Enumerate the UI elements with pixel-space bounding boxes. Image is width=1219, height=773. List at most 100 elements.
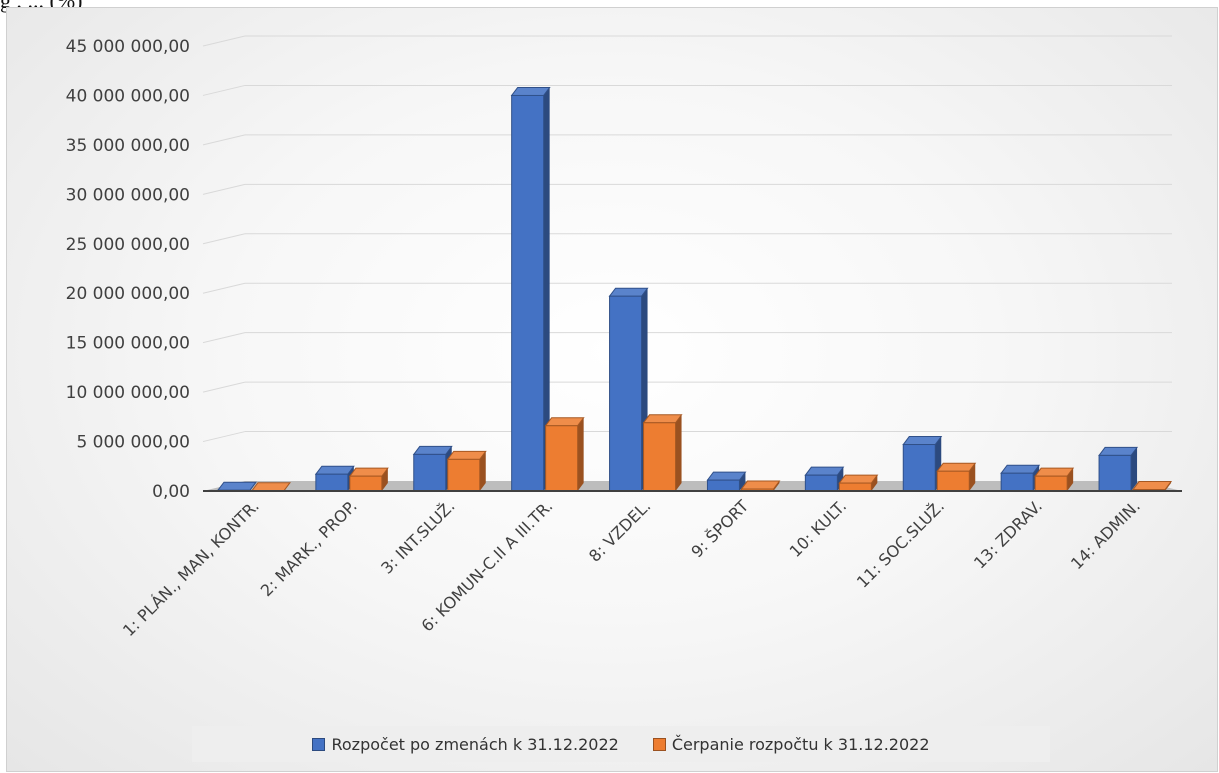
x-tick-label: 11: SOC.SLUŽ. bbox=[853, 496, 948, 591]
bar-cerpanie-1 bbox=[348, 467, 389, 492]
bar-cerpanie-8 bbox=[1034, 467, 1075, 492]
legend-swatch-rozpocet bbox=[312, 737, 326, 751]
bar-top bbox=[314, 465, 355, 475]
bar-cerpanie-3 bbox=[544, 417, 585, 492]
bar-front bbox=[706, 479, 740, 492]
y-tick-label: 40 000 000,00 bbox=[66, 86, 190, 106]
bar-top bbox=[1000, 464, 1041, 474]
bar-front bbox=[349, 475, 383, 492]
bar-front bbox=[413, 453, 447, 492]
bar-front bbox=[511, 94, 545, 492]
bar-side bbox=[871, 475, 878, 491]
bar-rozpocet-9 bbox=[1098, 446, 1139, 492]
legend-label-rozpocet: Rozpočet po zmenách k 31.12.2022 bbox=[331, 734, 619, 754]
bar-side bbox=[969, 463, 976, 491]
bar-rozpocet-5 bbox=[706, 471, 747, 492]
bar-side bbox=[543, 87, 550, 491]
bar-front bbox=[1034, 475, 1068, 492]
bar-top bbox=[902, 436, 943, 446]
legend-label-cerpanie: Čerpanie rozpočtu k 31.12.2022 bbox=[671, 734, 930, 754]
bar-side bbox=[739, 472, 746, 491]
bar-cerpanie-0 bbox=[250, 482, 291, 492]
y-tick-label: 10 000 000,00 bbox=[66, 383, 190, 403]
bar-front bbox=[902, 444, 936, 492]
chart-area: 0,00 5 000 000,00 10 000 000,00 15 000 000,… bbox=[6, 7, 1218, 772]
x-tick-label: 10: KULT. bbox=[786, 496, 851, 561]
bar-top bbox=[446, 450, 487, 460]
bar-cerpanie-6 bbox=[838, 474, 879, 492]
bar-front bbox=[643, 422, 677, 492]
x-tick-label: 8: VZDEL. bbox=[585, 496, 654, 565]
gridline-diag bbox=[202, 282, 246, 294]
bar-top bbox=[1098, 446, 1139, 456]
bar-cerpanie-7 bbox=[936, 462, 977, 492]
gridline-diag bbox=[202, 84, 246, 96]
y-tick-label: 20 000 000,00 bbox=[66, 284, 190, 304]
bar-cerpanie-2 bbox=[446, 450, 487, 492]
bar-front bbox=[609, 295, 643, 492]
gridline-diag bbox=[202, 134, 246, 146]
bar-side bbox=[479, 451, 486, 491]
bar-front bbox=[447, 458, 481, 492]
bar-rozpocet-0 bbox=[216, 481, 257, 492]
bar-top bbox=[642, 414, 683, 424]
bar-top bbox=[348, 467, 389, 477]
bar-top bbox=[740, 480, 781, 490]
bar-chart: 0,00 5 000 000,00 10 000 000,00 15 000 000,… bbox=[66, 35, 1182, 640]
bar-rozpocet-4 bbox=[608, 287, 649, 492]
bar-front bbox=[545, 425, 579, 492]
legend-item-rozpocet: Rozpočet po zmenách k 31.12.2022 bbox=[312, 734, 619, 754]
bar-front bbox=[1000, 472, 1034, 492]
gridline-diag bbox=[202, 183, 246, 195]
bar-top bbox=[250, 482, 291, 492]
bar-top bbox=[510, 86, 551, 96]
gridline-diag bbox=[202, 35, 246, 47]
x-tick-label: 9: ŠPORT bbox=[687, 496, 752, 561]
bar-cerpanie-4 bbox=[642, 414, 683, 492]
bar-rozpocet-2 bbox=[412, 445, 453, 492]
bar-rozpocet-6 bbox=[804, 466, 845, 492]
bar-top bbox=[804, 466, 845, 476]
y-tick-label: 5 000 000,00 bbox=[76, 433, 190, 453]
bar-front bbox=[804, 474, 838, 492]
y-tick-label: 35 000 000,00 bbox=[66, 136, 190, 156]
bar-top bbox=[608, 287, 649, 297]
bar-cerpanie-5 bbox=[740, 480, 781, 492]
bar-rozpocet-1 bbox=[314, 465, 355, 492]
x-tick-label: 2: MARK., PROP. bbox=[257, 496, 361, 600]
gridline-diag bbox=[202, 332, 246, 344]
x-tick-label: 3: INT.SLUŽ. bbox=[377, 496, 458, 577]
y-tick-label: 25 000 000,00 bbox=[66, 235, 190, 255]
bar-side bbox=[577, 417, 584, 491]
bar-side bbox=[1131, 447, 1138, 491]
gridline-diag bbox=[202, 381, 246, 393]
y-tick-label: 0,00 bbox=[152, 482, 190, 502]
bar-rozpocet-8 bbox=[1000, 464, 1041, 492]
bar-side bbox=[1067, 468, 1074, 491]
bar-rozpocet-3 bbox=[510, 86, 551, 492]
bar-front bbox=[1098, 454, 1132, 492]
y-tick-label: 30 000 000,00 bbox=[66, 185, 190, 205]
y-tick-label: 15 000 000,00 bbox=[66, 334, 190, 354]
legend-item-cerpanie: Čerpanie rozpočtu k 31.12.2022 bbox=[652, 734, 930, 754]
bar-top bbox=[216, 481, 257, 491]
bar-top bbox=[706, 471, 747, 481]
bar-top bbox=[936, 462, 977, 472]
bar-top bbox=[544, 417, 585, 427]
bar-front bbox=[315, 473, 349, 492]
bar-top bbox=[1034, 467, 1075, 477]
bar-top bbox=[1132, 481, 1173, 491]
bar-side bbox=[675, 414, 682, 491]
bar-rozpocet-7 bbox=[902, 436, 943, 492]
bar-cerpanie-9 bbox=[1132, 481, 1173, 492]
legend: Rozpočet po zmenách k 31.12.2022 Čerpani… bbox=[192, 726, 1050, 762]
bar-front bbox=[838, 482, 872, 492]
x-tick-label: 13: ZDRAV. bbox=[970, 496, 1046, 572]
x-tick-label: 14: ADMIN. bbox=[1067, 496, 1144, 573]
y-tick-label: 45 000 000,00 bbox=[66, 37, 190, 57]
bar-top bbox=[412, 445, 453, 455]
bar-top bbox=[838, 474, 879, 484]
gridline-diag bbox=[202, 233, 246, 245]
gridline-diag bbox=[202, 431, 246, 443]
bar-side bbox=[381, 468, 388, 491]
